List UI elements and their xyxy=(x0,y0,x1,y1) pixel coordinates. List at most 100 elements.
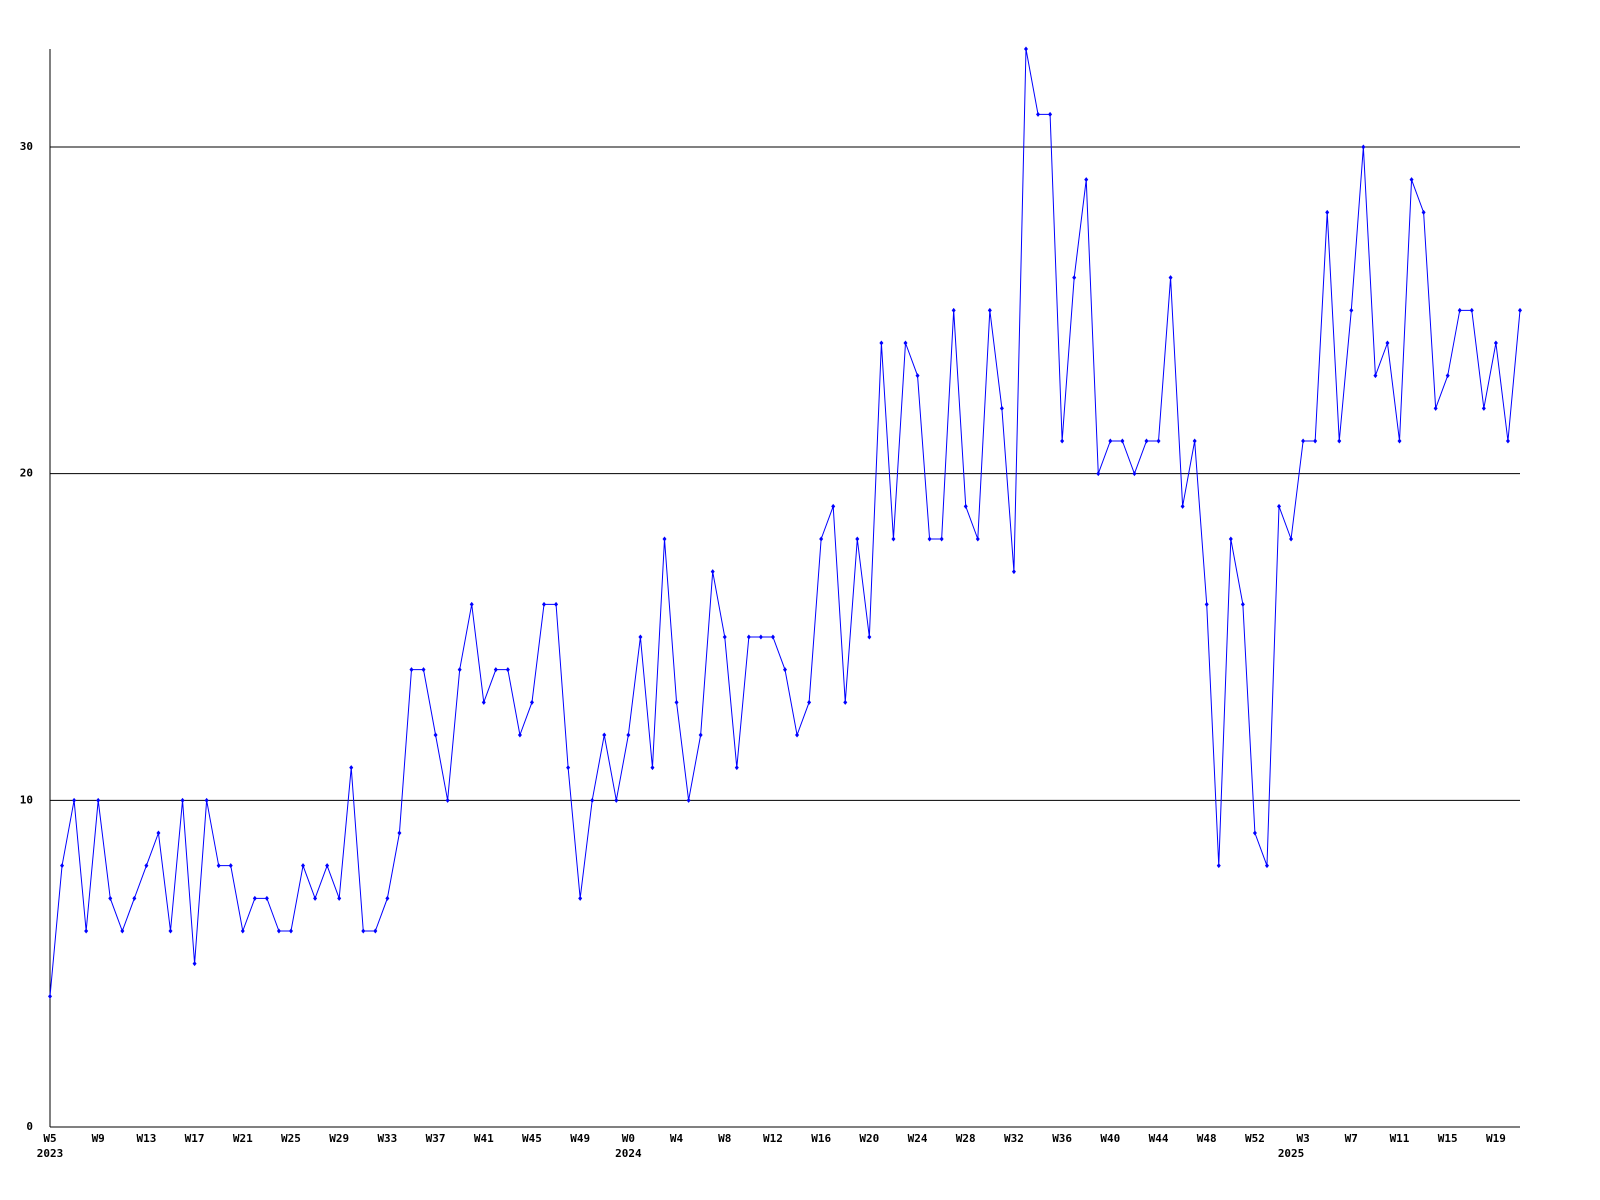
x-tick-label: W24 xyxy=(908,1132,928,1145)
x-tick-label: W12 xyxy=(763,1132,783,1145)
x-tick-label: W19 xyxy=(1486,1132,1506,1145)
data-point xyxy=(1325,209,1330,215)
data-point xyxy=(361,928,366,934)
data-point xyxy=(867,634,872,640)
x-tick-label: W0 xyxy=(622,1132,635,1145)
data-point xyxy=(1204,601,1209,607)
y-tick-label: 10 xyxy=(20,793,33,806)
data-point xyxy=(1469,307,1474,313)
data-point xyxy=(638,634,643,640)
data-point xyxy=(1409,177,1414,183)
data-point xyxy=(505,667,510,673)
x-tick-label: W15 xyxy=(1438,1132,1458,1145)
data-point xyxy=(409,667,414,673)
data-point xyxy=(999,405,1004,411)
data-point xyxy=(1397,438,1402,444)
data-point xyxy=(1132,471,1137,477)
data-point xyxy=(1240,601,1245,607)
data-point xyxy=(469,601,474,607)
data-point xyxy=(1313,438,1318,444)
data-point xyxy=(397,830,402,836)
data-point xyxy=(1072,275,1077,281)
data-point xyxy=(746,634,751,640)
data-point xyxy=(807,699,812,705)
data-point xyxy=(144,863,149,869)
data-point xyxy=(819,536,824,542)
data-point xyxy=(288,928,293,934)
data-point xyxy=(1373,373,1378,379)
x-tick-label: W44 xyxy=(1149,1132,1169,1145)
data-point xyxy=(240,928,245,934)
data-point xyxy=(915,373,920,379)
data-point xyxy=(325,863,330,869)
data-point xyxy=(1457,307,1462,313)
x-tick-label: W16 xyxy=(811,1132,831,1145)
data-point xyxy=(1084,177,1089,183)
data-point xyxy=(349,765,354,771)
data-point xyxy=(674,699,679,705)
data-point xyxy=(1505,438,1510,444)
data-point xyxy=(1060,438,1065,444)
data-point xyxy=(1096,471,1101,477)
data-point xyxy=(192,961,197,967)
data-point xyxy=(1011,569,1016,575)
data-point xyxy=(216,863,221,869)
x-tick-label: W33 xyxy=(377,1132,397,1145)
x-tick-label: W40 xyxy=(1100,1132,1120,1145)
x-tick-label: W32 xyxy=(1004,1132,1024,1145)
data-point xyxy=(1216,863,1221,869)
data-point xyxy=(650,765,655,771)
data-point xyxy=(373,928,378,934)
data-point xyxy=(554,601,559,607)
data-point xyxy=(614,797,619,803)
data-point xyxy=(108,895,113,901)
x-tick-label: W49 xyxy=(570,1132,590,1145)
x-tick-label: W45 xyxy=(522,1132,542,1145)
data-point xyxy=(770,634,775,640)
data-point xyxy=(433,732,438,738)
data-point xyxy=(542,601,547,607)
data-point xyxy=(1433,405,1438,411)
data-point xyxy=(313,895,318,901)
data-point xyxy=(939,536,944,542)
data-point xyxy=(602,732,607,738)
data-point xyxy=(517,732,522,738)
data-point xyxy=(1385,340,1390,346)
data-point xyxy=(662,536,667,542)
data-point xyxy=(180,797,185,803)
x-year-label: 2025 xyxy=(1278,1147,1305,1160)
data-point xyxy=(566,765,571,771)
data-point xyxy=(276,928,281,934)
data-point xyxy=(264,895,269,901)
data-point xyxy=(722,634,727,640)
data-point xyxy=(1349,307,1354,313)
data-point xyxy=(1156,438,1161,444)
data-point xyxy=(96,797,101,803)
data-point xyxy=(686,797,691,803)
data-point xyxy=(1023,46,1028,52)
x-year-label: 2023 xyxy=(37,1147,64,1160)
data-point xyxy=(879,340,884,346)
data-point xyxy=(626,732,631,738)
data-point xyxy=(1168,275,1173,281)
data-point xyxy=(783,667,787,673)
x-tick-label: W37 xyxy=(426,1132,446,1145)
y-tick-label: 20 xyxy=(20,467,33,480)
data-point xyxy=(457,667,462,673)
x-tick-label: W28 xyxy=(956,1132,976,1145)
data-point xyxy=(1108,438,1113,444)
data-point xyxy=(578,895,583,901)
data-point xyxy=(529,699,534,705)
x-tick-label: W4 xyxy=(670,1132,684,1145)
data-point xyxy=(855,536,860,542)
data-point xyxy=(1421,209,1426,215)
data-point xyxy=(84,928,89,934)
data-point xyxy=(252,895,257,901)
data-point xyxy=(903,340,908,346)
data-point xyxy=(493,667,498,673)
data-point xyxy=(1144,438,1149,444)
data-point xyxy=(1337,438,1342,444)
data-point xyxy=(385,895,390,901)
x-tick-label: W7 xyxy=(1345,1132,1358,1145)
